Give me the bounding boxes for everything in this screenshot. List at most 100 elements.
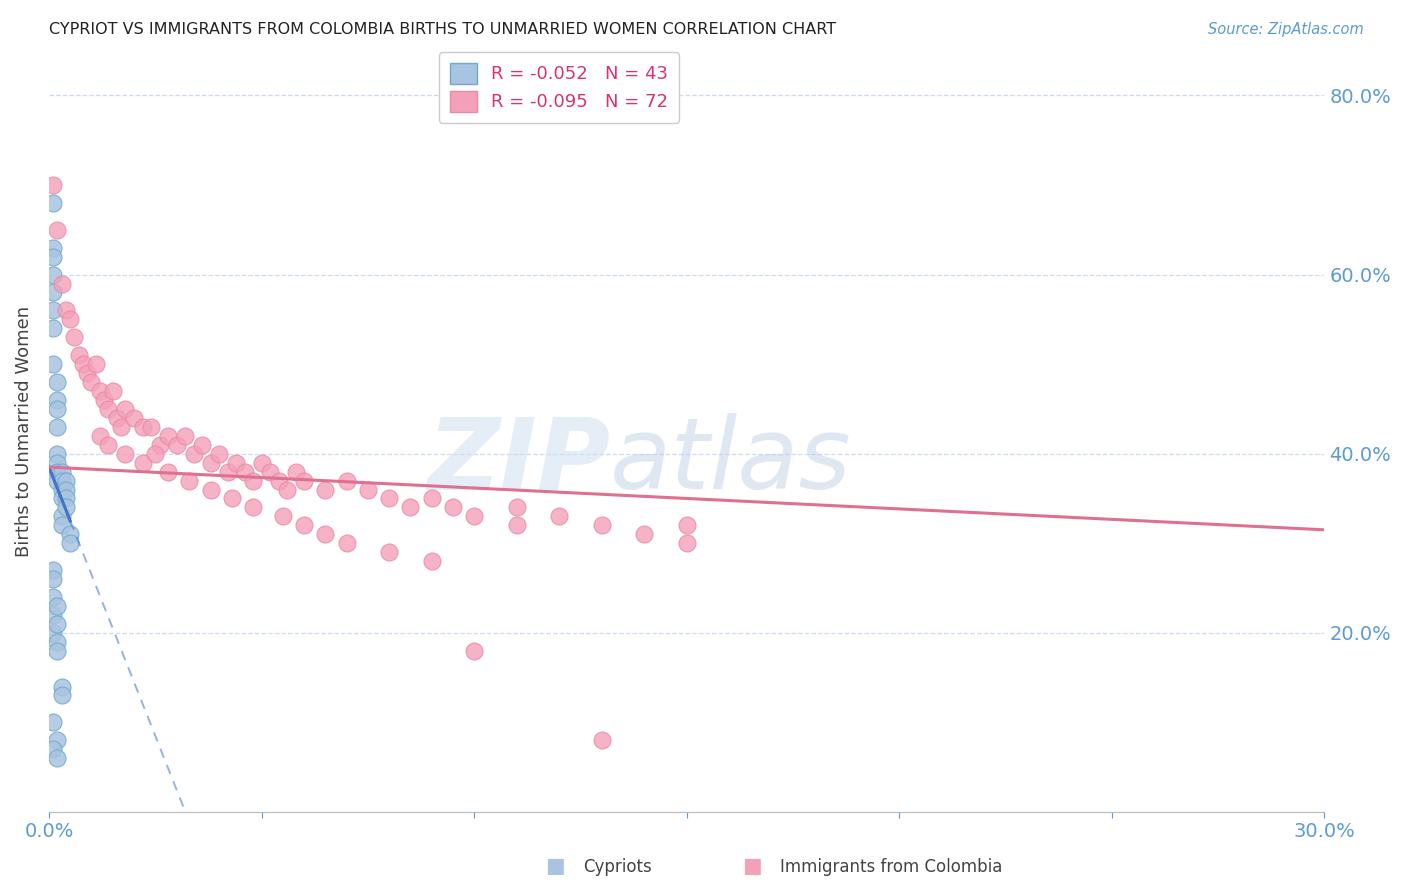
Point bbox=[46, 634, 69, 648]
Point bbox=[46, 456, 69, 470]
Point bbox=[200, 483, 222, 497]
Point bbox=[314, 527, 336, 541]
Text: ZIP: ZIP bbox=[427, 413, 610, 510]
Point bbox=[51, 465, 73, 479]
Point bbox=[314, 483, 336, 497]
Point bbox=[55, 303, 77, 318]
Point bbox=[67, 348, 90, 362]
Point bbox=[399, 500, 422, 515]
Point bbox=[250, 456, 273, 470]
Point bbox=[59, 527, 82, 541]
Point bbox=[42, 178, 65, 192]
Point bbox=[548, 509, 571, 524]
Point bbox=[42, 285, 65, 300]
Point bbox=[55, 500, 77, 515]
Point bbox=[284, 465, 307, 479]
Point bbox=[51, 509, 73, 524]
Point bbox=[42, 607, 65, 622]
Point bbox=[420, 554, 443, 568]
Point bbox=[166, 438, 188, 452]
Point bbox=[139, 419, 162, 434]
Point bbox=[42, 590, 65, 604]
Point bbox=[80, 375, 103, 389]
Point bbox=[463, 643, 485, 657]
Point bbox=[42, 303, 65, 318]
Point bbox=[292, 474, 315, 488]
Point bbox=[46, 599, 69, 613]
Point bbox=[675, 536, 697, 550]
Point bbox=[46, 616, 69, 631]
Point bbox=[42, 572, 65, 586]
Point bbox=[335, 536, 357, 550]
Point bbox=[46, 375, 69, 389]
Point bbox=[51, 474, 73, 488]
Point bbox=[591, 518, 613, 533]
Point bbox=[84, 357, 107, 371]
Point bbox=[271, 509, 294, 524]
Point bbox=[122, 410, 145, 425]
Point bbox=[233, 465, 256, 479]
Text: ■: ■ bbox=[546, 856, 565, 876]
Point bbox=[259, 465, 281, 479]
Point bbox=[51, 483, 73, 497]
Point bbox=[378, 545, 401, 559]
Point bbox=[72, 357, 94, 371]
Point bbox=[46, 643, 69, 657]
Point bbox=[217, 465, 239, 479]
Point bbox=[179, 474, 201, 488]
Point bbox=[89, 384, 111, 398]
Point bbox=[114, 447, 136, 461]
Point bbox=[97, 438, 120, 452]
Point bbox=[131, 456, 153, 470]
Point bbox=[59, 536, 82, 550]
Point bbox=[51, 689, 73, 703]
Point bbox=[46, 392, 69, 407]
Point bbox=[46, 474, 69, 488]
Point bbox=[148, 438, 170, 452]
Point bbox=[441, 500, 464, 515]
Point bbox=[42, 250, 65, 264]
Point bbox=[378, 491, 401, 506]
Point bbox=[89, 429, 111, 443]
Point bbox=[59, 312, 82, 326]
Point bbox=[42, 321, 65, 335]
Point bbox=[101, 384, 124, 398]
Point bbox=[42, 268, 65, 282]
Point bbox=[633, 527, 655, 541]
Point bbox=[156, 465, 179, 479]
Point bbox=[93, 392, 115, 407]
Point bbox=[156, 429, 179, 443]
Point bbox=[51, 277, 73, 291]
Point bbox=[267, 474, 290, 488]
Text: Immigrants from Colombia: Immigrants from Colombia bbox=[780, 858, 1002, 876]
Point bbox=[42, 195, 65, 210]
Legend: R = -0.052   N = 43, R = -0.095   N = 72: R = -0.052 N = 43, R = -0.095 N = 72 bbox=[439, 52, 679, 123]
Point bbox=[42, 625, 65, 640]
Point bbox=[191, 438, 214, 452]
Point bbox=[208, 447, 231, 461]
Point bbox=[463, 509, 485, 524]
Point bbox=[55, 491, 77, 506]
Point bbox=[42, 742, 65, 756]
Point bbox=[42, 715, 65, 730]
Point bbox=[276, 483, 298, 497]
Point bbox=[55, 483, 77, 497]
Y-axis label: Births to Unmarried Women: Births to Unmarried Women bbox=[15, 306, 32, 557]
Text: ■: ■ bbox=[742, 856, 762, 876]
Point bbox=[76, 366, 98, 380]
Point bbox=[46, 751, 69, 765]
Point bbox=[46, 401, 69, 416]
Point bbox=[242, 474, 264, 488]
Point bbox=[46, 447, 69, 461]
Point bbox=[183, 447, 205, 461]
Point bbox=[131, 419, 153, 434]
Point bbox=[225, 456, 247, 470]
Point bbox=[357, 483, 380, 497]
Point bbox=[105, 410, 128, 425]
Point bbox=[46, 419, 69, 434]
Point bbox=[46, 465, 69, 479]
Point bbox=[675, 518, 697, 533]
Point bbox=[143, 447, 166, 461]
Point bbox=[42, 357, 65, 371]
Point bbox=[42, 563, 65, 577]
